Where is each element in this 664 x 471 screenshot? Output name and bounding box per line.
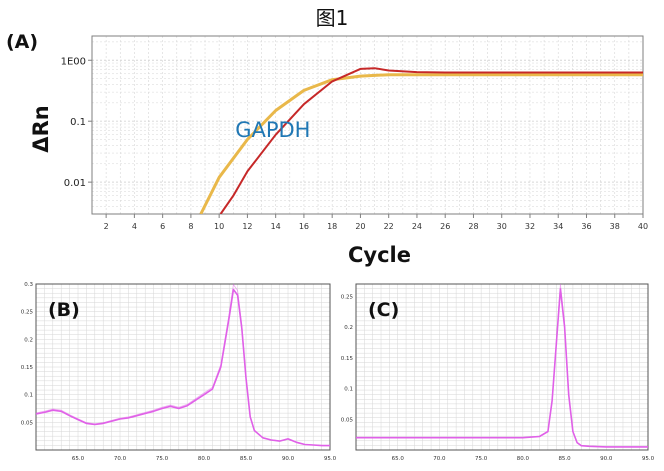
x-tick-label: 20 (355, 222, 365, 231)
x-tick-label: 30 (497, 222, 507, 231)
y-tick-label: 0.1 (70, 117, 86, 128)
y-tick-label: 0.01 (64, 178, 86, 189)
y-tick-label: 0.25 (21, 310, 34, 316)
x-tick-label: 6 (160, 222, 165, 231)
x-tick-label: 38 (610, 222, 620, 231)
y-tick-label: 1E00 (61, 56, 86, 67)
x-tick-label: 16 (299, 222, 309, 231)
x-tick-label: 95.0 (324, 456, 337, 462)
plot-frame (355, 283, 649, 451)
y-tick-label: 0.3 (24, 282, 33, 288)
melt-curve-replicate (356, 284, 648, 448)
x-tick-label: 65.0 (72, 456, 85, 462)
series-line-yellow (199, 73, 643, 214)
x-tick-label: 18 (327, 222, 337, 231)
x-tick-label: 22 (384, 222, 394, 231)
y-tick-label: 0.2 (24, 337, 33, 343)
x-tick-label: 75.0 (156, 456, 169, 462)
series-line-red (219, 67, 643, 214)
x-tick-label: 14 (271, 222, 281, 231)
x-tick-label: 65.0 (392, 456, 405, 462)
x-tick-label: 90.0 (600, 456, 613, 462)
x-tick-label: 12 (242, 222, 252, 231)
x-tick-label: 75.0 (475, 456, 488, 462)
x-tick-label: 32 (525, 222, 535, 231)
panel-c-melt-curve: 65.0 70.0 75.0 80.0 85.0 90.0 95.0 0.05 0.1 0.15 0… (341, 283, 655, 462)
x-tick-label: 90.0 (282, 456, 295, 462)
y-tick-label: 0.15 (21, 365, 34, 371)
panel-a-amplification-plot: 2 4 6 8 10 12 14 16 18 20 22 24 26 28 30 32 34 36 38 401E00… (6, 31, 648, 267)
x-tick-label: 70.0 (114, 456, 127, 462)
melt-curve-line (356, 288, 648, 448)
x-tick-label: 34 (553, 222, 563, 231)
panel-b-melt-curve: 65.0 70.0 75.0 80.0 85.0 90.0 95.0 0.05 0.1 0.15 0… (21, 282, 337, 462)
x-tick-label: 70.0 (433, 456, 446, 462)
x-tick-label: 85.0 (240, 456, 253, 462)
figure-title: 图1 (315, 6, 349, 30)
x-tick-label: 24 (412, 222, 422, 231)
x-tick-label: 8 (188, 222, 193, 231)
panel-label-c: (C) (368, 299, 399, 321)
x-tick-label: 80.0 (198, 456, 211, 462)
y-tick-label: 0.15 (341, 356, 354, 362)
y-tick-label: 0.05 (341, 417, 354, 423)
plot-frame (35, 283, 331, 451)
y-tick-label: 0.05 (21, 420, 34, 426)
gapdh-annotation: GAPDH (235, 118, 310, 142)
x-tick-label: 28 (468, 222, 478, 231)
y-tick-label: 0.25 (341, 294, 354, 300)
plot-frame (91, 35, 644, 215)
x-tick-label: 26 (440, 222, 450, 231)
x-tick-label: 40 (638, 222, 648, 231)
x-axis-label: Cycle (348, 243, 411, 267)
y-tick-label: 0.1 (24, 393, 33, 399)
melt-curve-replicate (35, 283, 330, 446)
y-tick-label: 0.2 (344, 325, 353, 331)
x-tick-label: 2 (104, 222, 109, 231)
x-tick-label: 85.0 (558, 456, 571, 462)
x-tick-label: 4 (132, 222, 137, 231)
y-tick-label: 0.1 (344, 387, 353, 393)
x-tick-label: 95.0 (642, 456, 655, 462)
x-tick-label: 10 (214, 222, 224, 231)
x-tick-label: 80.0 (517, 456, 530, 462)
x-tick-label: 36 (581, 222, 591, 231)
y-axis-label: ΔRn (29, 105, 53, 152)
panel-label-a: (A) (6, 31, 38, 53)
panel-label-b: (B) (48, 299, 80, 321)
